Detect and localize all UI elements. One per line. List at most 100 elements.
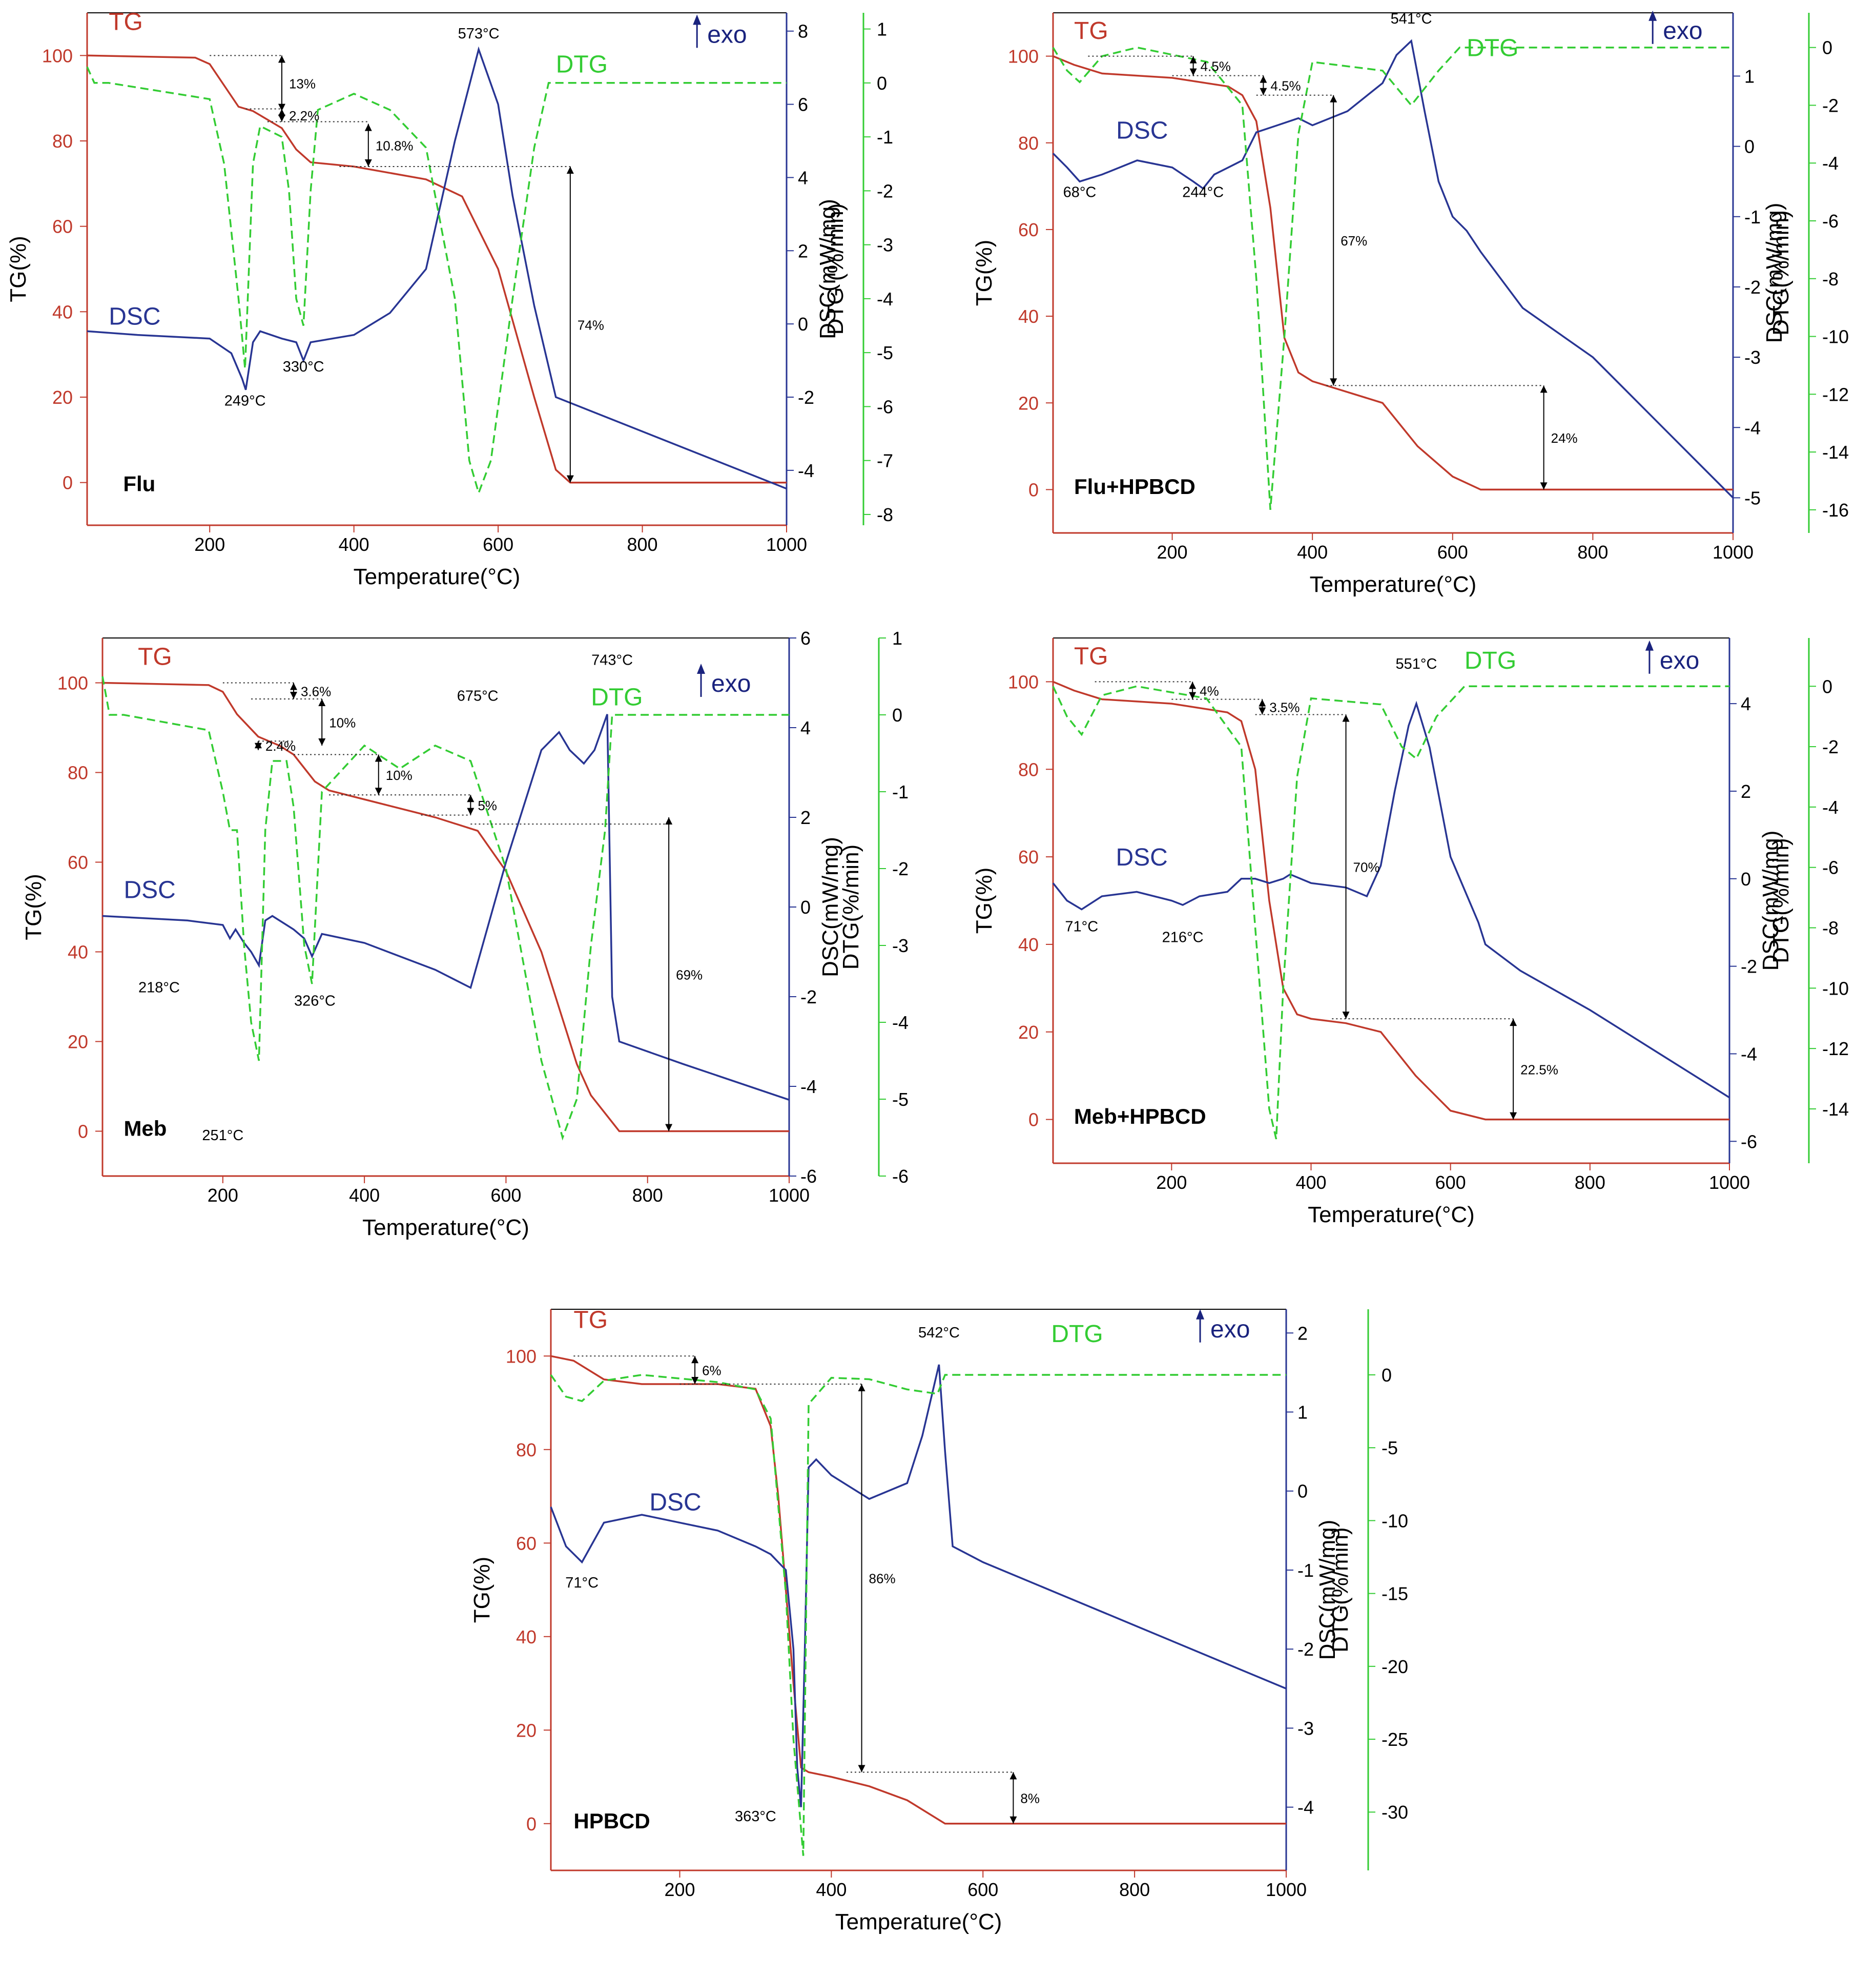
dtg-tick-label: -8 (1822, 269, 1839, 290)
dtg-tick-label: -20 (1382, 1656, 1408, 1677)
dtg-tick-label: -10 (1382, 1510, 1408, 1531)
peak-temperature-label: 71°C (565, 1575, 599, 1591)
peak-temperature-label: 743°C (591, 652, 633, 669)
step-arrowhead-down-icon (1009, 1816, 1017, 1824)
x-tick-label: 800 (1119, 1879, 1150, 1900)
chart-panel-meb: 200 400 600 800 1000Temperature(°C)020406080… (21, 628, 909, 1240)
peak-temperature-label: 551°C (1396, 656, 1437, 672)
dsc-tick-label: 8 (798, 21, 808, 42)
tg-legend-label: TG (109, 8, 143, 35)
step-arrowhead-down-icon (1510, 1112, 1517, 1120)
dsc-tick-label: -6 (1741, 1131, 1757, 1152)
mass-loss-label: 2.2% (289, 108, 319, 123)
x-tick-label: 800 (627, 534, 658, 555)
tg-axis-title: TG(%) (972, 868, 997, 934)
dtg-legend-label: DTG (591, 684, 643, 711)
exo-arrowhead-icon (697, 664, 706, 674)
peak-temperature-label: 363°C (735, 1808, 776, 1825)
sample-name-label: Flu+HPBCD (1074, 475, 1195, 499)
dsc-tick-label: 0 (1744, 136, 1755, 157)
tg-tick-label: 60 (516, 1533, 537, 1554)
mass-loss-label: 24% (1551, 430, 1578, 446)
dsc-tick-label: 2 (1297, 1323, 1308, 1344)
dsc-curve (1052, 700, 1730, 1099)
peak-temperature-label: 71°C (1065, 918, 1098, 935)
peak-temperature-label: 68°C (1063, 184, 1097, 200)
x-tick-label: 600 (967, 1879, 998, 1900)
tg-tick-label: 20 (68, 1032, 88, 1053)
step-arrowhead-down-icon (1330, 378, 1337, 386)
peak-temperature-label: 249°C (224, 393, 266, 409)
exo-label: exo (1663, 17, 1702, 45)
dtg-axis-title: DTG(%/min) (838, 844, 863, 970)
dsc-tick-label: -2 (798, 387, 814, 408)
dtg-curve (550, 1374, 1286, 1856)
step-arrowhead-down-icon (1189, 692, 1197, 699)
dsc-tick-label: -1 (1297, 1560, 1314, 1581)
step-arrowhead-up-icon (1260, 75, 1267, 83)
mass-loss-label: 10% (386, 768, 413, 783)
x-tick-label: 200 (1157, 542, 1188, 563)
tg-tick-label: 60 (1018, 847, 1039, 868)
step-arrowhead-up-icon (364, 123, 372, 131)
dsc-legend-label: DSC (649, 1489, 701, 1516)
dtg-tick-label: 0 (1382, 1365, 1392, 1386)
step-arrowhead-down-icon (290, 692, 297, 699)
tg-legend-label: TG (573, 1307, 608, 1334)
tg-axis-title: TG(%) (21, 874, 46, 940)
step-arrowhead-down-icon (278, 104, 285, 111)
exo-arrowhead-icon (1648, 10, 1657, 21)
step-arrowhead-up-icon (1189, 682, 1197, 689)
tg-tick-label: 20 (1018, 393, 1039, 414)
x-tick-label: 400 (816, 1879, 847, 1900)
step-arrowhead-up-icon (467, 795, 475, 802)
dtg-tick-label: -30 (1382, 1802, 1408, 1823)
step-arrowhead-down-icon (1260, 88, 1267, 95)
mass-loss-label: 2.4% (265, 738, 296, 754)
step-arrowhead-up-icon (278, 55, 285, 63)
dtg-tick-label: -14 (1822, 1099, 1849, 1120)
dsc-tick-label: 2 (1741, 781, 1751, 802)
mass-loss-label: 3.6% (301, 684, 331, 699)
tg-axis-title: TG(%) (469, 1557, 494, 1623)
step-arrowhead-up-icon (1330, 95, 1337, 102)
tg-tick-label: 20 (516, 1720, 537, 1741)
exo-label: exo (1660, 647, 1699, 674)
tg-tick-label: 100 (1008, 46, 1039, 67)
step-arrowhead-up-icon (1510, 1019, 1517, 1026)
dtg-tick-label: 0 (1822, 676, 1832, 697)
dtg-axis-title: DTG(%/min) (1328, 1527, 1353, 1652)
tg-legend-label: TG (1074, 643, 1108, 670)
dtg-tick-label: -6 (1822, 857, 1839, 878)
dsc-tick-label: -6 (800, 1166, 817, 1187)
chart-panel-flu-hpbcd: 200 400 600 800 1000Temperature(°C)020406080… (972, 10, 1849, 597)
dsc-tick-label: 2 (798, 240, 808, 261)
dsc-legend-label: DSC (123, 877, 175, 904)
dtg-legend-label: DTG (1051, 1321, 1103, 1348)
step-arrowhead-up-icon (858, 1384, 865, 1391)
dtg-tick-label: 0 (1822, 37, 1832, 58)
tg-legend-label: TG (1074, 17, 1108, 45)
tg-curve (87, 54, 787, 484)
tg-tick-label: 0 (63, 472, 73, 493)
dtg-tick-label: -5 (877, 342, 893, 363)
dtg-legend-label: DTG (556, 51, 608, 78)
dsc-tick-label: 4 (798, 167, 808, 188)
step-arrowhead-up-icon (1009, 1772, 1017, 1780)
dtg-tick-label: -4 (877, 289, 893, 310)
tg-legend-label: TG (138, 644, 172, 671)
peak-temperature-label: 244°C (1182, 184, 1224, 200)
mass-loss-label: 10.8% (376, 138, 414, 153)
dsc-tick-label: -2 (1744, 277, 1761, 298)
dsc-tick-label: -4 (1297, 1797, 1314, 1818)
step-arrowhead-down-icon (1259, 707, 1266, 715)
dtg-tick-label: -6 (892, 1166, 909, 1187)
x-tick-label: 800 (632, 1185, 663, 1206)
dtg-tick-label: -7 (877, 450, 893, 471)
peak-temperature-label: 216°C (1162, 930, 1204, 946)
dsc-tick-label: 1 (1297, 1402, 1308, 1423)
step-arrowhead-down-icon (364, 159, 372, 167)
x-tick-label: 1000 (1266, 1879, 1307, 1900)
step-arrowhead-up-icon (1259, 699, 1266, 707)
x-tick-label: 400 (339, 534, 369, 555)
